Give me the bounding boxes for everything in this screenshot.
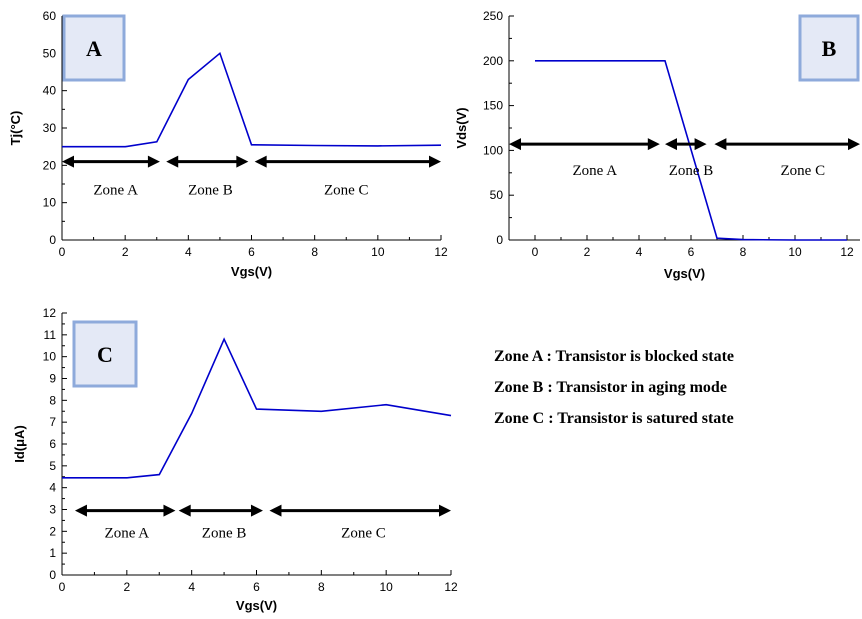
y-axis-label: Id(μA) [12, 425, 27, 463]
zone-arrowhead-right [147, 155, 160, 168]
zone-arrowhead-left [254, 155, 267, 168]
y-tick-label: 9 [49, 372, 56, 386]
x-tick-label: 6 [248, 245, 255, 259]
zone-label: Zone A [105, 525, 150, 541]
y-tick-label: 7 [49, 415, 56, 429]
panel-label-box [798, 14, 860, 82]
x-tick-label: 6 [688, 245, 695, 259]
x-tick-label: 10 [379, 580, 393, 594]
y-tick-label: 6 [49, 437, 56, 451]
x-axis-label: Vgs(V) [664, 266, 705, 281]
y-tick-label: 2 [49, 524, 56, 538]
series-line [62, 51, 442, 148]
panel-label: A [86, 36, 102, 61]
x-axis-label: Vgs(V) [236, 598, 277, 613]
y-tick-label: 10 [43, 350, 57, 364]
y-tick-label: 40 [43, 84, 57, 98]
panel-label: B [822, 36, 837, 61]
x-tick-label: 10 [788, 245, 802, 259]
y-tick-label: 11 [44, 328, 57, 342]
x-tick-label: 10 [371, 245, 385, 259]
x-tick-label: 4 [188, 580, 195, 594]
zone-legend: Zone A : Transistor is blocked state Zon… [494, 348, 734, 427]
y-tick-label: 30 [43, 121, 57, 135]
zone-arrowhead-right [439, 504, 451, 517]
y-tick-label: 50 [490, 188, 504, 202]
zone-label: Zone A [573, 163, 618, 179]
x-tick-label: 4 [636, 245, 643, 259]
zone-arrowhead-left [166, 155, 179, 168]
panel-label-box [72, 320, 138, 388]
x-tick-label: 2 [122, 245, 129, 259]
y-tick-label: 0 [49, 233, 56, 247]
y-tick-label: 8 [49, 393, 56, 407]
zone-arrowhead-left [509, 138, 521, 151]
y-tick-label: 1 [49, 546, 56, 560]
series-line [535, 59, 847, 241]
zone-arrowhead-right [163, 504, 176, 517]
y-tick-label: 250 [483, 9, 503, 23]
zone-arrowhead-left [714, 138, 727, 151]
x-tick-label: 2 [123, 580, 130, 594]
zone-arrowhead-left [178, 504, 191, 517]
zone-arrowhead-left [74, 504, 87, 517]
y-tick-label: 5 [49, 459, 56, 473]
x-tick-label: 8 [318, 580, 325, 594]
y-axis-label: Vds(V) [454, 107, 469, 148]
zone-arrowhead-right [848, 138, 860, 151]
zone-arrowhead-left [62, 155, 74, 168]
y-axis-label: Tj(°C) [8, 111, 23, 146]
zone-arrowhead-right [236, 155, 249, 168]
zone-label: Zone B [202, 525, 247, 541]
zone-arrowhead-left [269, 504, 282, 517]
zone-label: Zone C [781, 163, 826, 179]
legend-line-zone-b: Zone B : Transistor in aging mode [494, 379, 727, 396]
zone-label: Zone C [324, 183, 369, 199]
zone-arrowhead-right [429, 155, 441, 168]
zone-arrowhead-right [647, 138, 660, 151]
y-tick-label: 0 [496, 233, 503, 247]
zone-label: Zone B [669, 163, 714, 179]
x-tick-label: 8 [740, 245, 747, 259]
y-tick-label: 20 [43, 158, 57, 172]
x-tick-label: 6 [253, 580, 260, 594]
panel-label-box [62, 14, 126, 82]
y-tick-label: 50 [43, 46, 57, 60]
x-tick-label: 0 [532, 245, 539, 259]
zone-arrowhead-right [250, 504, 263, 517]
series-line [62, 337, 452, 479]
x-tick-label: 4 [185, 245, 192, 259]
zone-label: Zone B [188, 183, 233, 199]
y-tick-label: 200 [483, 54, 503, 68]
x-tick-label: 8 [311, 245, 318, 259]
y-tick-label: 60 [43, 9, 57, 23]
panel-label: C [97, 342, 113, 367]
zone-arrowhead-left [665, 138, 677, 151]
x-tick-label: 0 [59, 580, 66, 594]
y-tick-label: 100 [483, 143, 503, 157]
x-tick-label: 0 [59, 245, 66, 259]
y-tick-label: 4 [49, 481, 56, 495]
zone-label: Zone C [341, 525, 386, 541]
x-tick-label: 12 [434, 245, 448, 259]
x-tick-label: 2 [584, 245, 591, 259]
y-tick-label: 12 [43, 306, 57, 320]
chart-panel-b: 0 2 4 6 8 10 12 0 50 100 150 200 250 Vgs(V) Vds(V) Zone… [454, 9, 860, 281]
y-tick-label: 0 [49, 568, 56, 582]
chart-panel-c: 0 2 4 6 8 10 120123456789101112Vgs(V)Id(μA)Zon… [12, 306, 458, 613]
y-tick-label: 3 [49, 503, 56, 517]
x-tick-label: 12 [840, 245, 854, 259]
legend-line-zone-c: Zone C : Transistor is satured state [494, 410, 734, 427]
zone-label: Zone A [93, 183, 138, 199]
x-tick-label: 12 [444, 580, 458, 594]
x-axis-label: Vgs(V) [231, 264, 272, 279]
zone-arrowhead-right [694, 138, 707, 151]
chart-panel-a: 0 2 4 6 8 10 12 0 10 20 30 40 50 60 Vgs(V) Tj(°C) Zone A… [8, 9, 448, 279]
legend-line-zone-a: Zone A : Transistor is blocked state [494, 348, 734, 365]
y-tick-label: 10 [43, 196, 57, 210]
y-tick-label: 150 [483, 99, 503, 113]
